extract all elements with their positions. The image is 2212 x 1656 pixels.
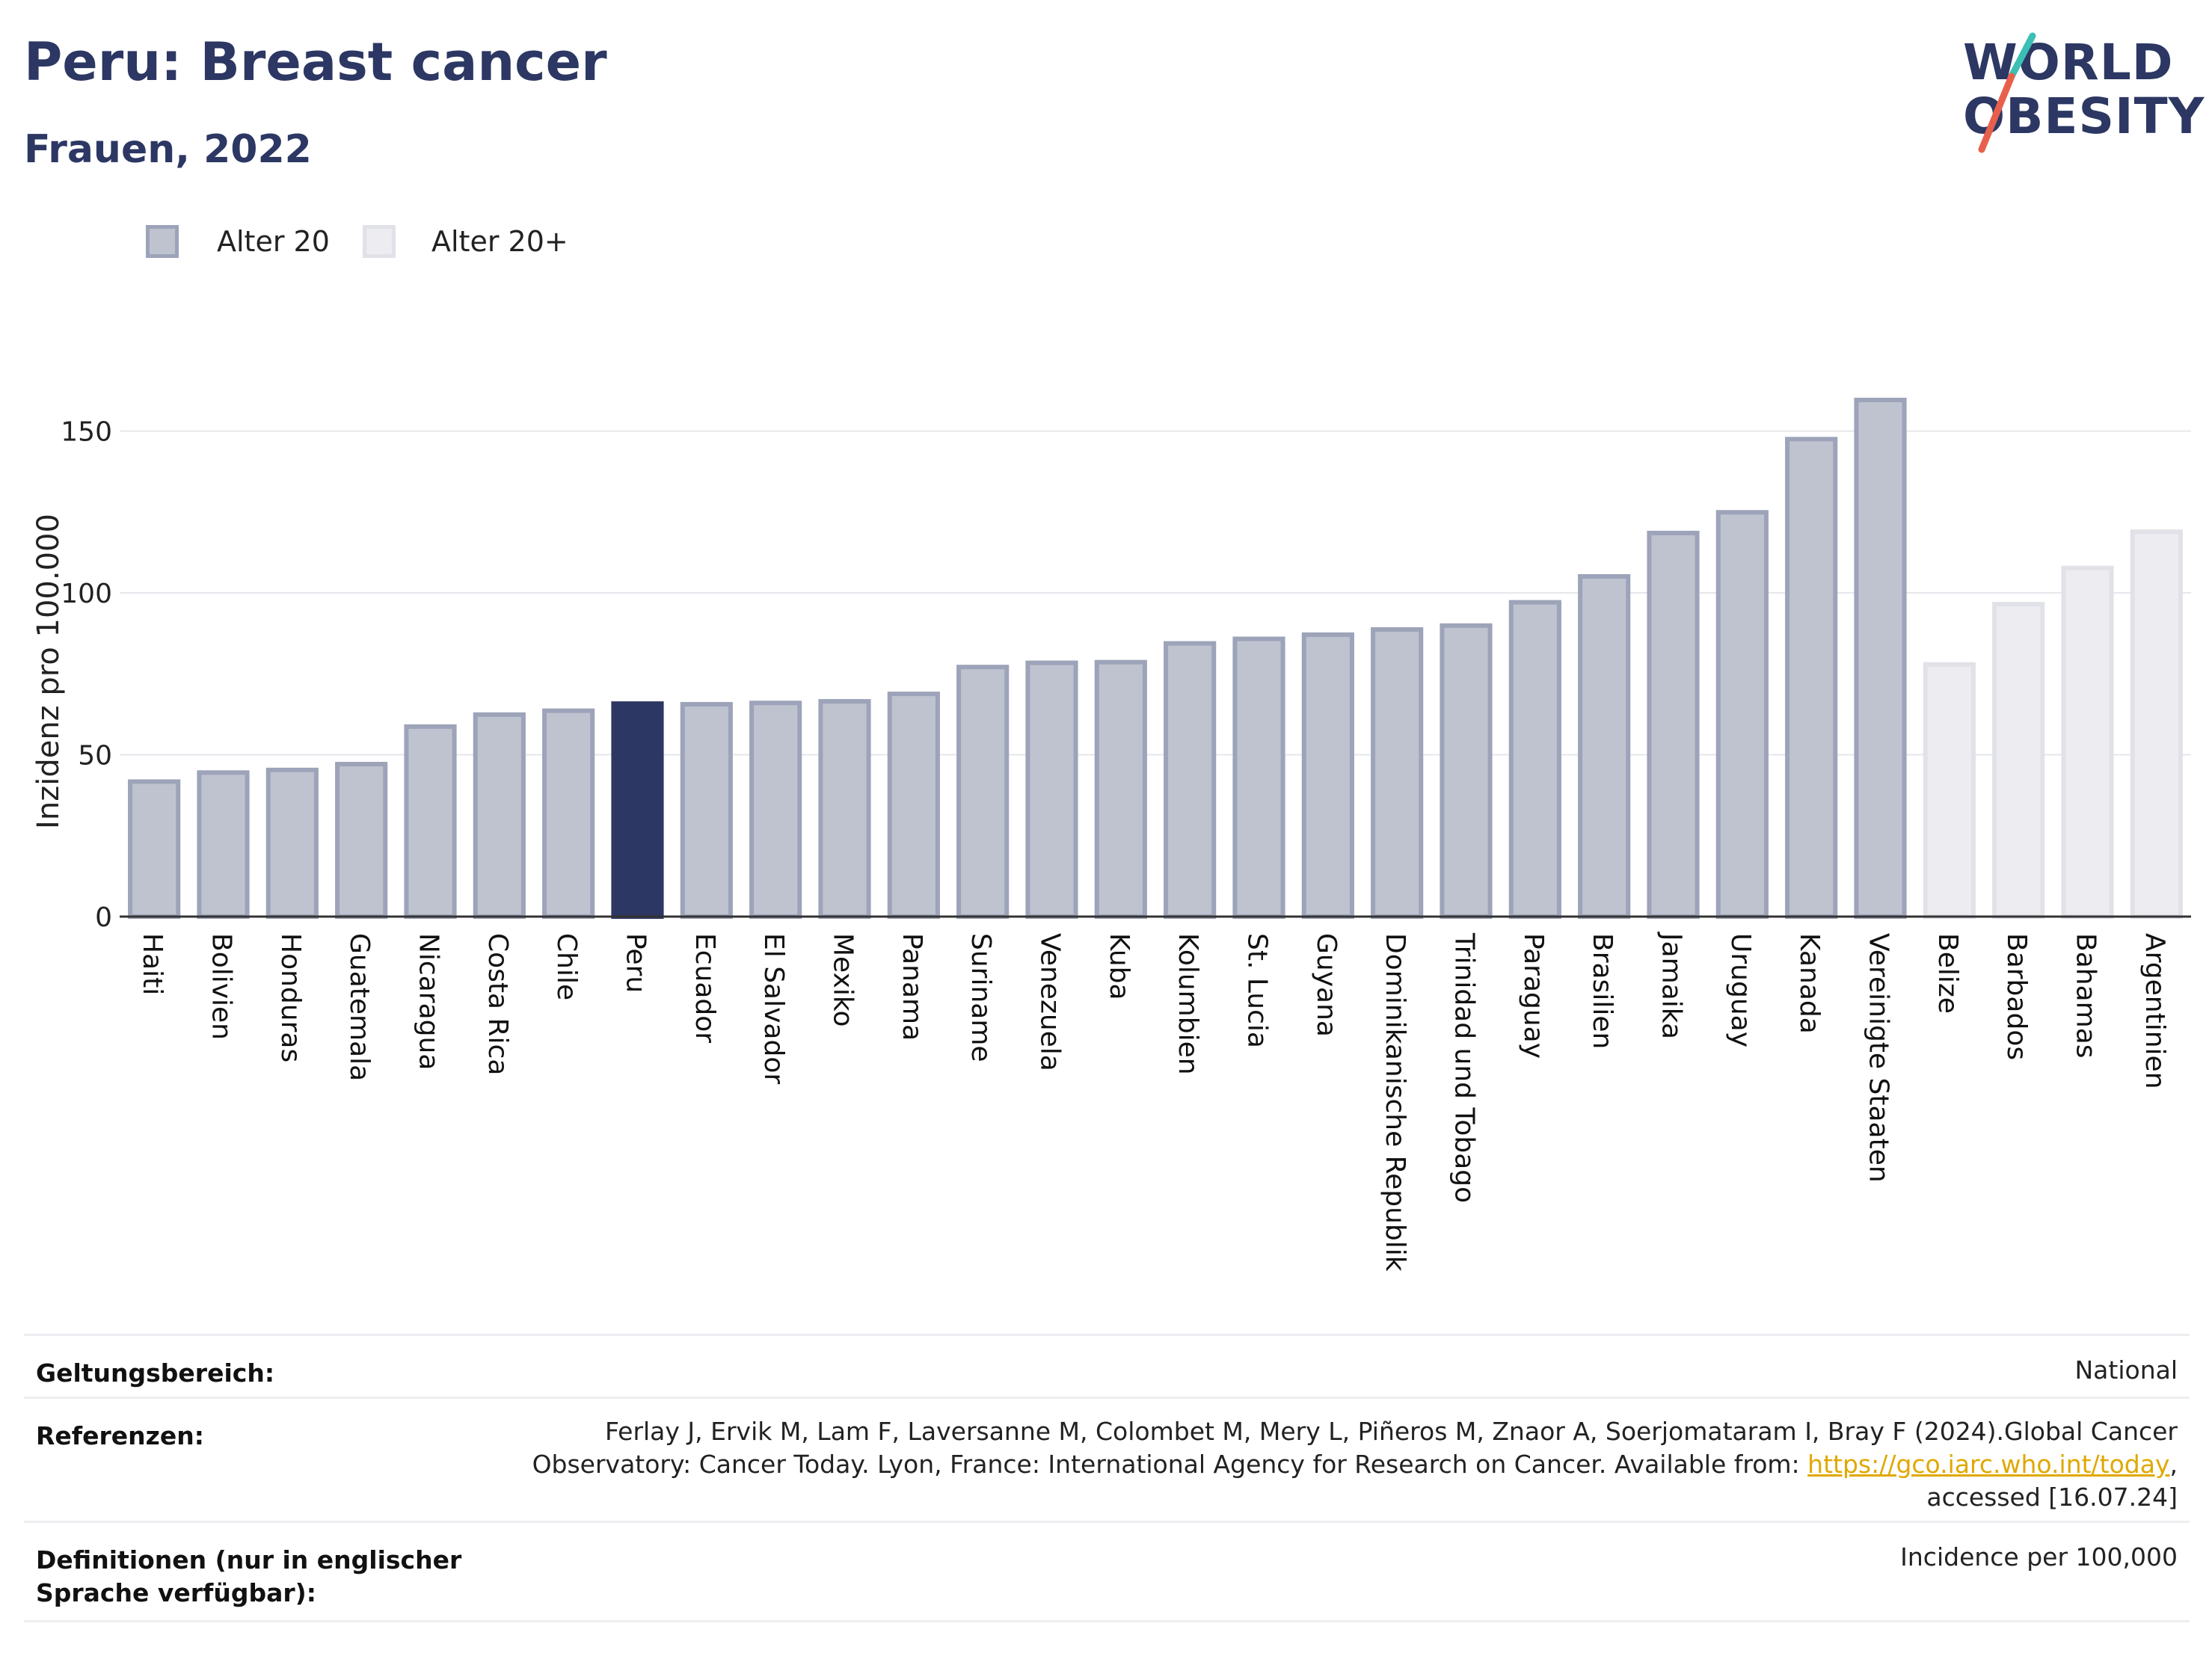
bar [956, 665, 1010, 919]
category-label: Venezuela [1035, 933, 1066, 1071]
legend-label-age20plus: Alter 20+ [431, 225, 568, 258]
bar [1440, 623, 1493, 919]
references-line1: Ferlay J, Ervik M, Lam F, Laversanne M, … [604, 1417, 2178, 1446]
category-label: Trinidad und Tobago [1449, 932, 1480, 1203]
category-label: Brasilien [1587, 933, 1617, 1049]
bar [1508, 600, 1561, 919]
bar [1232, 636, 1285, 919]
logo-slash-icon [1978, 32, 2036, 153]
bar [197, 770, 250, 920]
bar [680, 701, 733, 920]
category-label: Barbados [2001, 933, 2032, 1060]
logo-text-line1: WORLD [1963, 34, 2174, 91]
footer-row-definitions: Definitionen (nur in englischer Sprache … [24, 1521, 2190, 1622]
chart-title: Peru: Breast cancer [24, 31, 607, 93]
bar [611, 701, 664, 919]
bar [1647, 530, 1700, 919]
chart-subtitle: Frauen, 2022 [24, 127, 312, 172]
category-label: Mexiko [828, 933, 858, 1026]
bar [2130, 529, 2183, 920]
category-labels: Haiti Bolivien Honduras Guatemala Nicaragua C… [137, 932, 2170, 1272]
bar [1854, 397, 1907, 919]
bar [473, 712, 526, 920]
category-label: Kuba [1104, 933, 1134, 1000]
references-line2-end: , [2169, 1450, 2178, 1479]
bar [2061, 565, 2114, 919]
bar [1715, 510, 1769, 919]
y-axis-label: Inzidenz pro 100.000 [31, 514, 66, 829]
category-label: St. Lucia [1242, 933, 1273, 1048]
bar [1025, 660, 1078, 919]
references-line2-text: Observatory: Cancer Today. Lyon, France:… [532, 1450, 1808, 1479]
bar [542, 708, 595, 919]
bar [1094, 659, 1147, 919]
y-tick-label: 50 [78, 741, 112, 772]
legend-swatch-age20 [146, 225, 179, 258]
category-label: Costa Rica [482, 933, 513, 1075]
footer-row-scope: Geltungsbereich: National [24, 1334, 2190, 1399]
bar-chart: 0 50 100 150 Inzidenz pro 100.000 Haiti Boliv… [31, 397, 2191, 1272]
references-label: Referenzen: [36, 1421, 204, 1450]
category-label: Kolumbien [1173, 933, 1203, 1075]
definitions-value: Incidence per 100,000 [1900, 1542, 2178, 1572]
bar [1371, 627, 1424, 919]
category-label: Vereinigte Staaten [1864, 933, 1894, 1183]
y-tick-label: 150 [61, 417, 112, 448]
category-label: Dominikanische Republik [1380, 933, 1410, 1272]
category-label: Uruguay [1725, 933, 1756, 1047]
scope-value: National [2074, 1355, 2178, 1385]
bar [1164, 641, 1217, 919]
category-label: Nicaragua [414, 933, 444, 1070]
category-label: El Salvador [758, 933, 789, 1084]
references-line3: accessed [16.07.24] [1926, 1483, 2178, 1512]
category-label: Ecuador [689, 933, 720, 1043]
definitions-label: Definitionen (nur in englischer Sprache … [36, 1545, 462, 1607]
category-label: Guyana [1311, 933, 1342, 1037]
category-label: Paraguay [1518, 933, 1549, 1059]
bar [335, 762, 388, 920]
legend-swatch-age20plus [363, 225, 396, 258]
axes: 0 50 100 150 Inzidenz pro 100.000 [31, 417, 2191, 933]
category-label: Suriname [965, 933, 996, 1062]
category-label: Jamaika [1656, 932, 1687, 1039]
bar [1301, 632, 1354, 919]
bar [887, 692, 940, 919]
category-label: Honduras [275, 933, 306, 1062]
references-value: Ferlay J, Ervik M, Lam F, Laversanne M, … [383, 1415, 2178, 1514]
references-line2: Observatory: Cancer Today. Lyon, France:… [383, 1448, 2178, 1481]
bar [1785, 437, 1838, 920]
bars [128, 397, 2183, 920]
bar [128, 779, 181, 919]
bar [1992, 602, 2045, 919]
references-link[interactable]: https://gco.iarc.who.int/today [1807, 1450, 2170, 1479]
world-obesity-logo: WORLD OBESITY [1952, 30, 2204, 157]
category-label: Bolivien [206, 933, 237, 1040]
bar [749, 701, 802, 919]
category-label: Guatemala [344, 933, 375, 1081]
footer-row-references: Referenzen: Ferlay J, Ervik M, Lam F, La… [24, 1397, 2190, 1523]
category-label: Chile [551, 933, 582, 1000]
bar [404, 724, 457, 919]
legend-label-age20: Alter 20 [217, 225, 330, 258]
category-label: Panama [897, 933, 927, 1041]
scope-label: Geltungsbereich: [36, 1358, 275, 1388]
bar [818, 699, 871, 919]
y-tick-label: 0 [95, 902, 112, 933]
y-tick-label: 100 [61, 579, 112, 609]
category-label: Belize [1932, 933, 1963, 1014]
bar [1578, 573, 1631, 919]
category-label: Haiti [137, 933, 168, 995]
category-label: Peru [621, 933, 651, 993]
bar [265, 767, 319, 919]
category-label: Argentinien [2139, 933, 2170, 1089]
category-label: Kanada [1794, 933, 1825, 1034]
category-label: Bahamas [2071, 933, 2101, 1059]
bar [1923, 662, 1976, 919]
gridlines [120, 430, 2191, 756]
